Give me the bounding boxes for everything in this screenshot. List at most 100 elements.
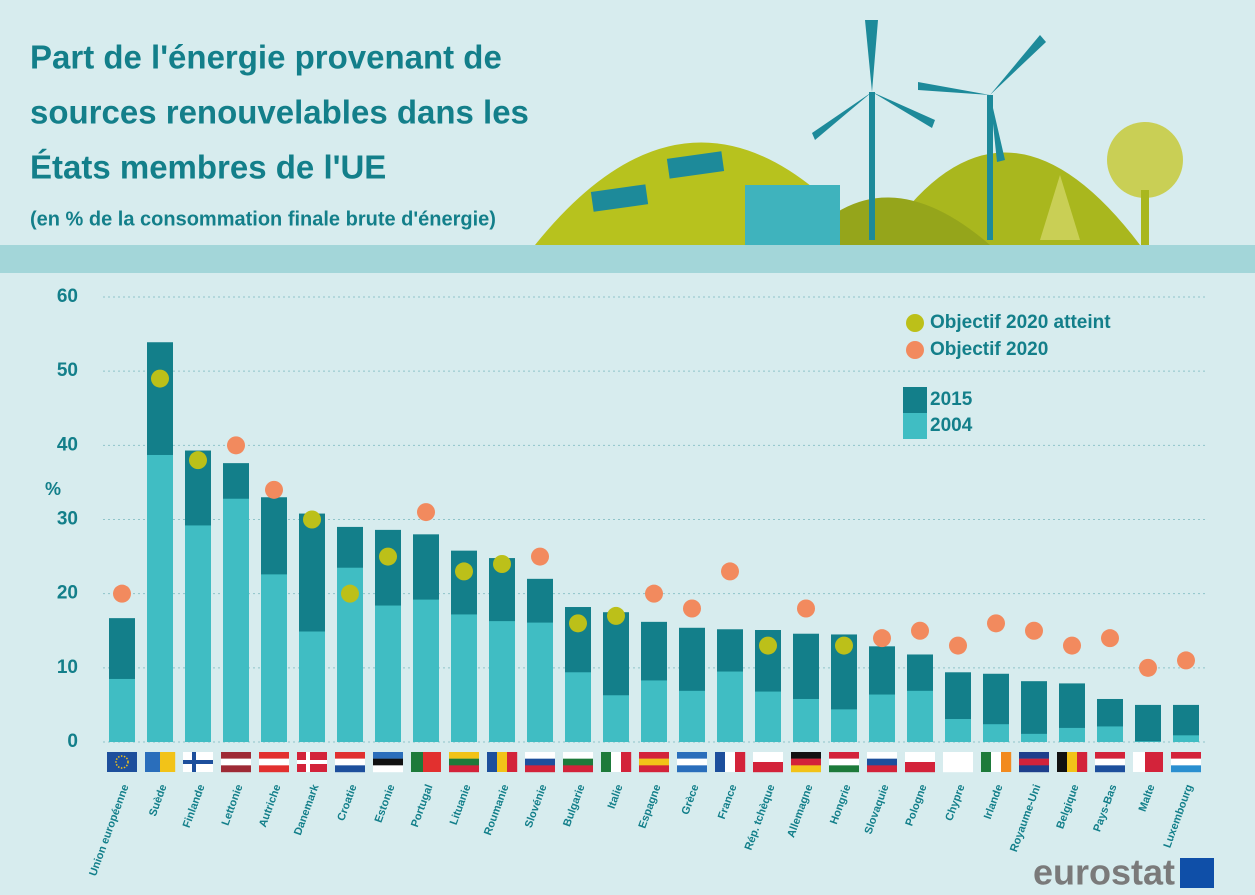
legend-dot bbox=[906, 314, 924, 332]
flag-part bbox=[639, 759, 669, 766]
flag-part bbox=[1019, 759, 1049, 766]
title-line: sources renouvelables dans les bbox=[30, 94, 529, 131]
source-logo: eurostat bbox=[1033, 852, 1175, 893]
flag-part bbox=[943, 762, 973, 772]
flag bbox=[563, 752, 593, 772]
y-tick-label: 0 bbox=[67, 731, 78, 752]
target-dot bbox=[341, 585, 359, 603]
target-dot bbox=[493, 555, 511, 573]
flag-part bbox=[563, 759, 593, 766]
flag-part bbox=[107, 752, 137, 772]
flag-part bbox=[639, 752, 669, 759]
flag-part bbox=[487, 752, 497, 772]
flag bbox=[829, 752, 859, 772]
flag-part bbox=[1171, 752, 1201, 759]
flag-part bbox=[221, 765, 251, 772]
flag bbox=[791, 752, 821, 772]
flag-part bbox=[183, 760, 213, 764]
flag-part bbox=[563, 765, 593, 772]
target-dot bbox=[113, 585, 131, 603]
legend-label: Objectif 2020 bbox=[930, 339, 1048, 360]
bar bbox=[147, 455, 173, 742]
y-tick-label: 40 bbox=[57, 434, 78, 455]
flag-part bbox=[221, 759, 251, 766]
flag-part bbox=[1067, 752, 1077, 772]
flag-part bbox=[725, 752, 735, 772]
title-line: Part de l'énergie provenant de bbox=[30, 39, 502, 76]
flag-part bbox=[1019, 752, 1049, 759]
flag-part bbox=[525, 752, 555, 759]
flag-part bbox=[373, 759, 403, 766]
target-dot bbox=[227, 436, 245, 454]
flag bbox=[373, 752, 403, 772]
bar bbox=[869, 695, 895, 742]
bar bbox=[755, 692, 781, 742]
flag-part bbox=[1095, 759, 1125, 766]
flag-part bbox=[735, 752, 745, 772]
bar bbox=[641, 680, 667, 742]
flag bbox=[221, 752, 251, 772]
bar bbox=[489, 621, 515, 742]
flag-part bbox=[449, 752, 479, 759]
bar bbox=[185, 525, 211, 742]
flag bbox=[601, 752, 631, 772]
flag-part bbox=[601, 752, 611, 772]
target-dot bbox=[1063, 637, 1081, 655]
flag-part bbox=[753, 752, 783, 762]
flag bbox=[297, 752, 327, 772]
target-dot bbox=[607, 607, 625, 625]
flag-part bbox=[563, 752, 593, 759]
target-dot bbox=[683, 600, 701, 618]
flag-part bbox=[1057, 752, 1067, 772]
logo-flag bbox=[1180, 858, 1214, 888]
flag-part bbox=[791, 765, 821, 772]
target-dot bbox=[987, 614, 1005, 632]
legend-swatch bbox=[903, 387, 927, 413]
legend-dot bbox=[906, 341, 924, 359]
bar bbox=[907, 691, 933, 742]
flag bbox=[335, 752, 365, 772]
flag-part bbox=[715, 752, 725, 772]
target-dot bbox=[1025, 622, 1043, 640]
y-tick-label: 20 bbox=[57, 583, 78, 604]
flag-part bbox=[1001, 752, 1011, 772]
flag-part bbox=[335, 759, 365, 766]
bar bbox=[565, 672, 591, 742]
flag-part bbox=[905, 752, 935, 762]
flag-part bbox=[677, 752, 707, 759]
flag-part bbox=[677, 765, 707, 772]
flag-part bbox=[867, 752, 897, 759]
flag bbox=[145, 752, 175, 772]
flag bbox=[1057, 752, 1087, 772]
bar bbox=[109, 679, 135, 742]
bar bbox=[1173, 735, 1199, 742]
title-line: États membres de l'UE bbox=[30, 149, 386, 186]
flag-part bbox=[411, 752, 423, 772]
flag-part bbox=[221, 752, 251, 759]
target-dot bbox=[721, 562, 739, 580]
y-tick-label: 30 bbox=[57, 509, 78, 530]
flag-part bbox=[1019, 765, 1049, 772]
flag bbox=[639, 752, 669, 772]
bar bbox=[261, 574, 287, 742]
bar bbox=[1021, 734, 1047, 742]
flag bbox=[1019, 752, 1049, 772]
bar bbox=[375, 606, 401, 742]
legend-label: Objectif 2020 atteint bbox=[930, 312, 1111, 333]
target-dot bbox=[151, 370, 169, 388]
flag bbox=[525, 752, 555, 772]
flag bbox=[867, 752, 897, 772]
flag bbox=[1095, 752, 1125, 772]
target-dot bbox=[645, 585, 663, 603]
flag bbox=[905, 752, 935, 772]
flag-part bbox=[829, 759, 859, 766]
bar bbox=[1135, 741, 1161, 742]
flag-part bbox=[621, 752, 631, 772]
y-tick-label: 50 bbox=[57, 360, 78, 381]
bar bbox=[717, 672, 743, 742]
bar bbox=[1059, 728, 1085, 742]
flag bbox=[259, 752, 289, 772]
flag-part bbox=[497, 752, 507, 772]
legend-label: 2015 bbox=[930, 389, 973, 410]
flag-part bbox=[991, 752, 1001, 772]
